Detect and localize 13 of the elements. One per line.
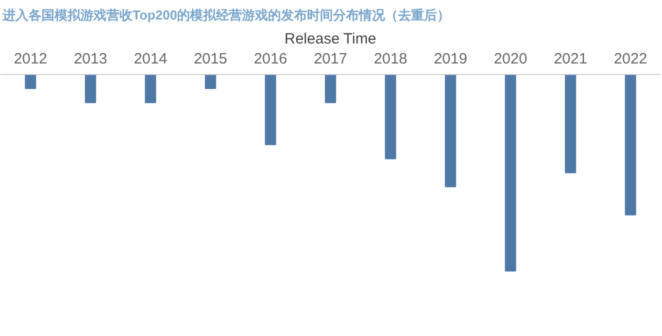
x-tick-label: 2018 bbox=[374, 50, 408, 68]
x-tick-label: 2014 bbox=[134, 50, 168, 68]
x-tick-label: 2016 bbox=[254, 50, 288, 68]
x-tick-label: 2015 bbox=[194, 50, 228, 68]
x-tick-label: 2019 bbox=[434, 50, 468, 68]
x-tick-label: 2022 bbox=[614, 50, 648, 68]
x-tick-label: 2021 bbox=[554, 50, 588, 68]
x-tick-label: 2017 bbox=[314, 50, 348, 68]
x-tick-label: 2013 bbox=[74, 50, 108, 68]
x-tick-label: 2020 bbox=[494, 50, 528, 68]
chart-title: 进入各国模拟游戏营收Top200的模拟经营游戏的发布时间分布情况（去重后） bbox=[2, 8, 450, 22]
x-axis-title: Release Time bbox=[284, 30, 376, 48]
x-tick-label: 2012 bbox=[14, 50, 48, 68]
